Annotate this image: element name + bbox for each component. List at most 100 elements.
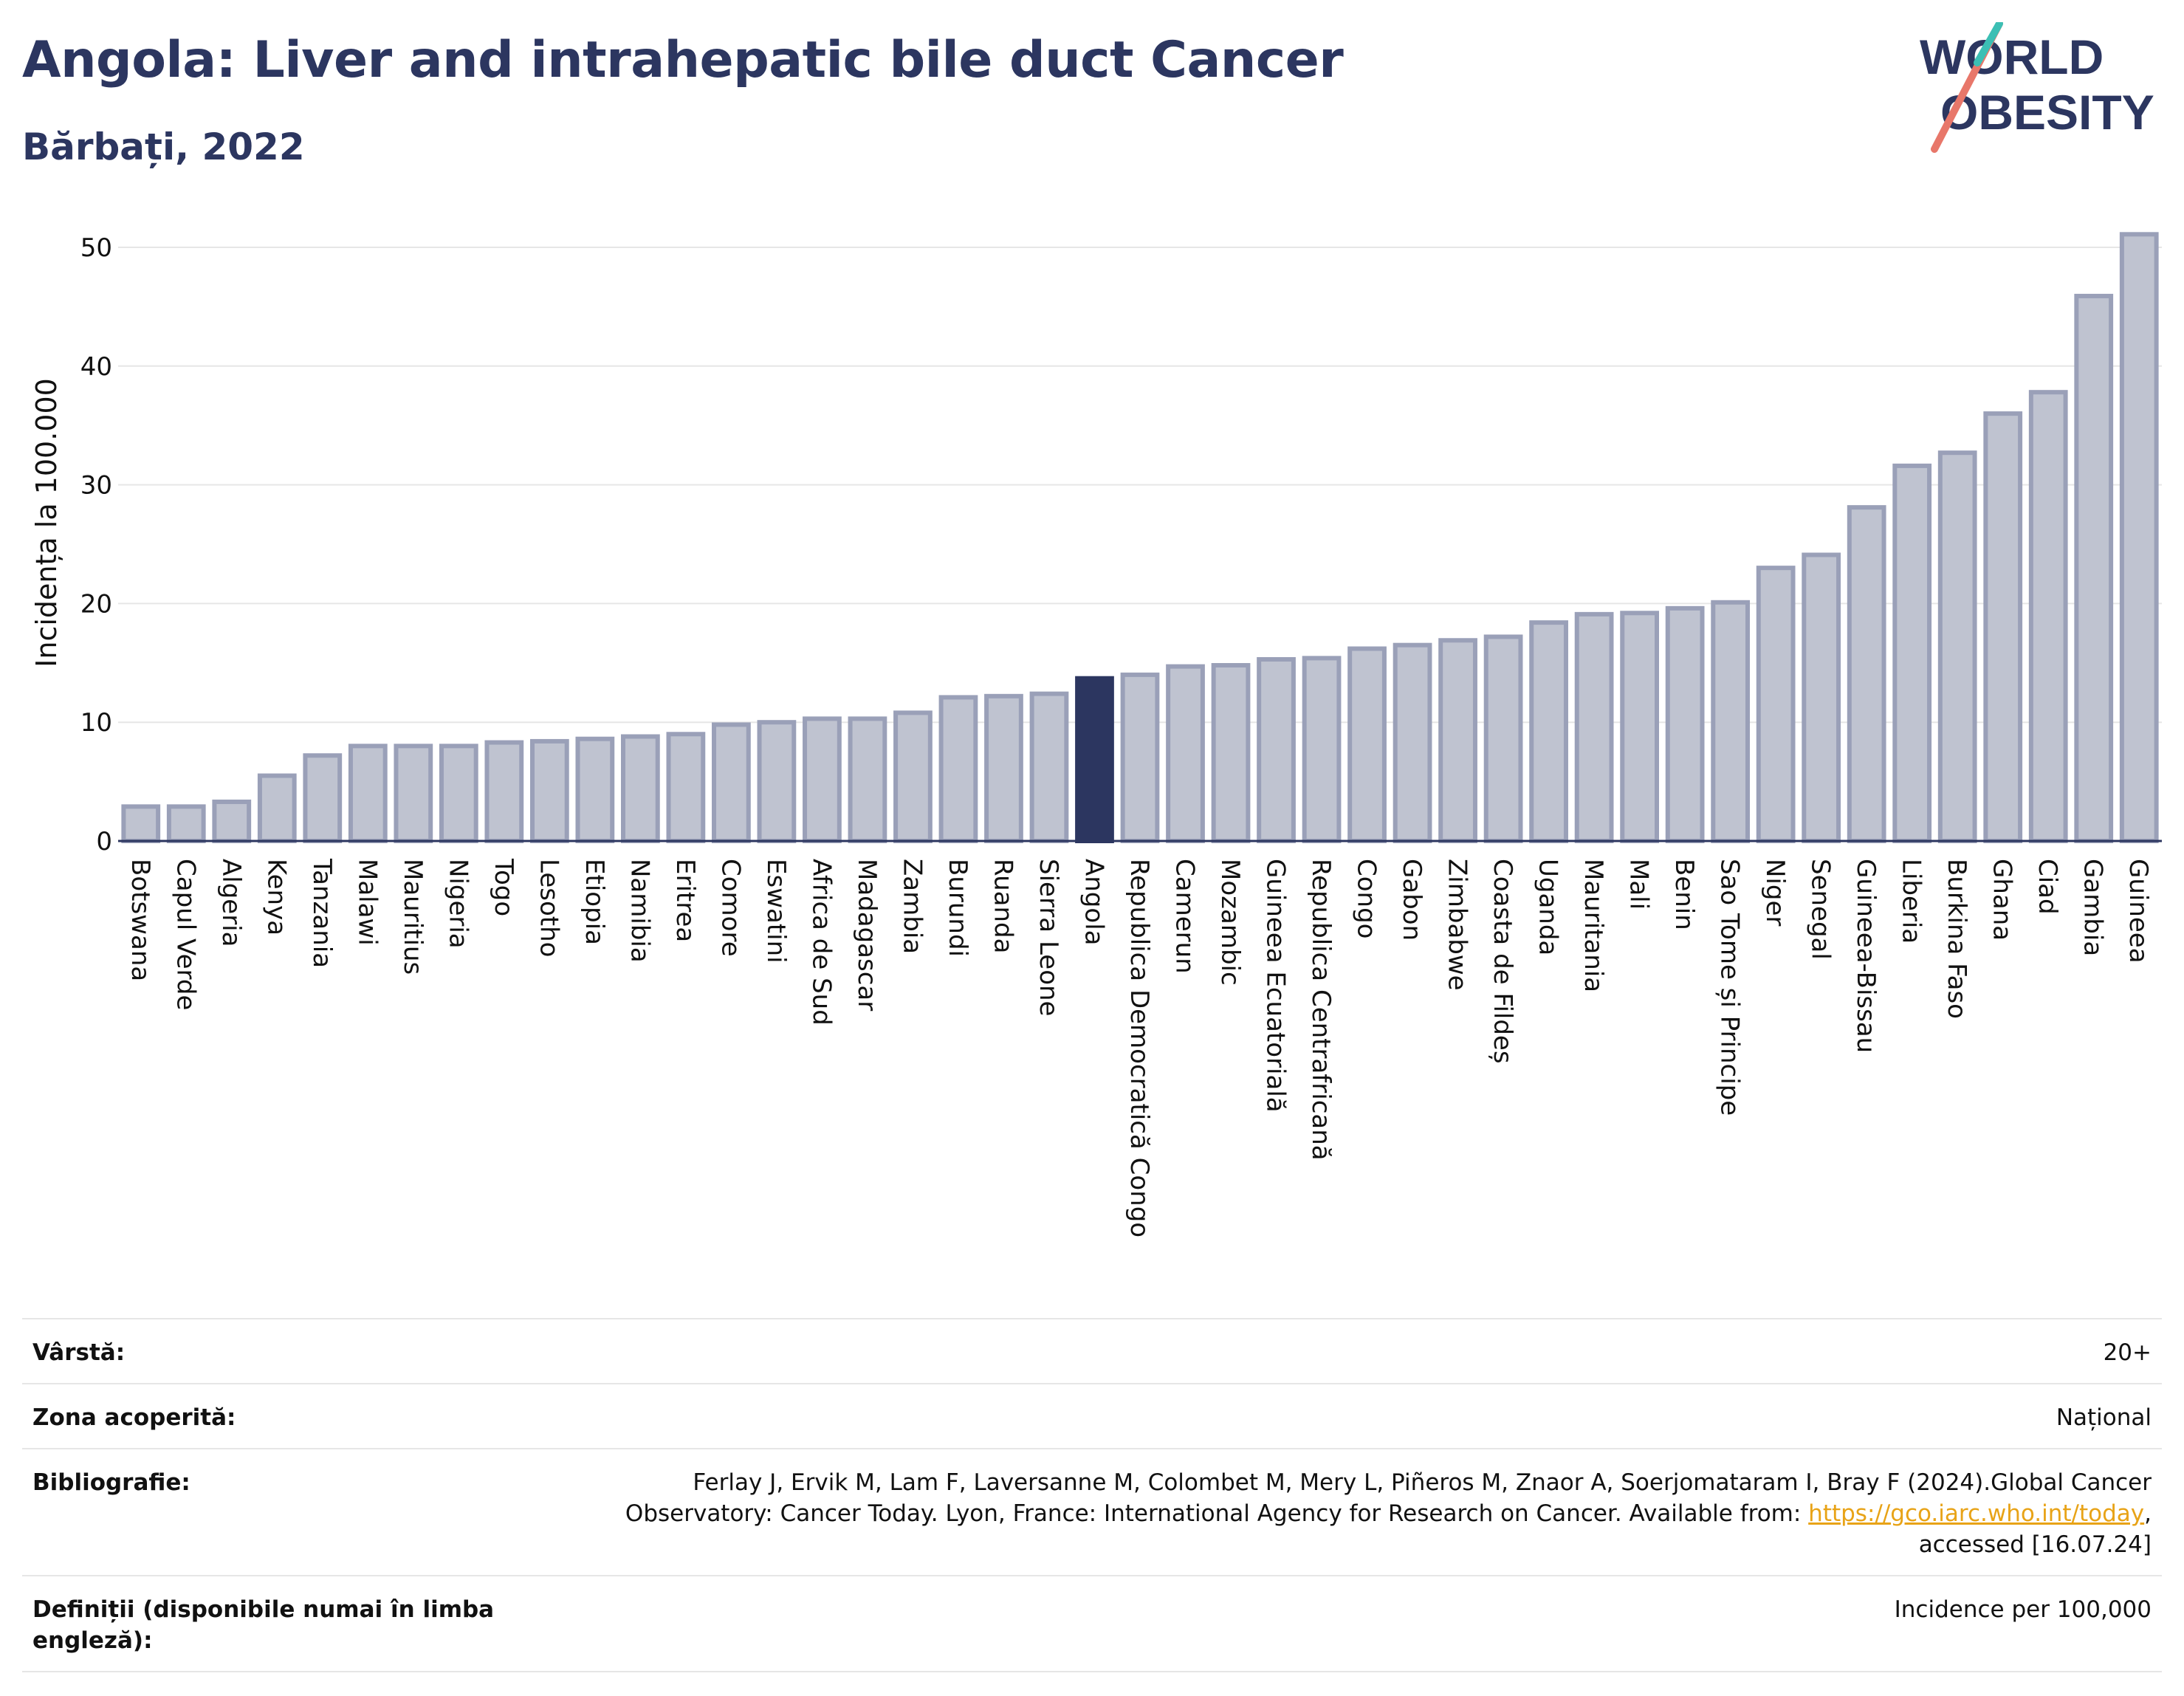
bar-uganda	[1529, 620, 1568, 843]
bar-comore	[712, 722, 751, 844]
x-tick-label: Botswana	[126, 859, 155, 981]
x-tick-label: Guineea	[2123, 859, 2153, 964]
x-tick-label: Congo	[1352, 859, 1381, 938]
bar-gambia	[2074, 293, 2114, 844]
bar-guineea	[2119, 232, 2159, 843]
y-tick-label: 30	[80, 471, 112, 501]
age-label: Vârstă:	[32, 1339, 126, 1366]
x-tick-label: Malawi	[352, 859, 382, 946]
x-tick-label: Zambia	[897, 859, 927, 954]
bar-ciad	[2028, 390, 2068, 843]
bibliography-text-3: ,	[2144, 1500, 2152, 1527]
bibliography-text-1: Ferlay J, Ervik M, Lam F, Laversanne M, …	[693, 1469, 2152, 1496]
area-label: Zona acoperită:	[32, 1404, 236, 1431]
bar-ghana	[1983, 411, 2023, 843]
bar-guineea-bissau	[1847, 505, 1886, 843]
x-tick-label: Namibia	[625, 859, 654, 963]
meta-row-bibliography: Bibliografie: Ferlay J, Ervik M, Lam F, …	[22, 1448, 2162, 1575]
bar-benin	[1665, 605, 1705, 843]
x-tick-label: Guineea-Bissau	[1851, 859, 1881, 1053]
age-value: 20+	[2103, 1339, 2152, 1366]
bar-chart: 0 10 20 30 40 50 Botswana Capul Verde Algeria Ke…	[30, 232, 2162, 1237]
x-tick-label: Sao Tome și Principe	[1715, 859, 1745, 1116]
meta-row-area: Zona acoperită: Național	[22, 1383, 2162, 1448]
x-tick-label: Benin	[1669, 859, 1699, 930]
bibliography-text-4: accessed [16.07.24]	[1918, 1531, 2152, 1558]
y-tick-label: 40	[80, 352, 112, 382]
x-tick-label: Madagascar	[852, 859, 882, 1011]
bar-ruanda	[984, 693, 1023, 843]
bar-coasta-de-filde-	[1483, 634, 1523, 843]
y-axis-ticks: 0 10 20 30 40 50	[80, 233, 112, 856]
x-tick-label: Ciad	[2033, 859, 2062, 915]
x-tick-label: Uganda	[1534, 859, 1563, 955]
x-tick-label: Lesotho	[534, 859, 563, 957]
x-tick-label: Ruanda	[988, 859, 1017, 953]
x-tick-label: Ghana	[1988, 859, 2017, 941]
bibliography-value: Ferlay J, Ervik M, Lam F, Laversanne M, …	[625, 1467, 2152, 1560]
bar-angola	[1075, 676, 1114, 843]
bar-liberia	[1892, 463, 1932, 843]
x-tick-label: Liberia	[1897, 859, 1926, 944]
x-tick-label: Gabon	[1397, 859, 1426, 941]
bar-togo	[484, 740, 524, 844]
x-tick-label: Republica Centrafricană	[1306, 859, 1336, 1161]
bar-gabon	[1393, 642, 1432, 843]
bars	[121, 232, 2159, 844]
bar-sierra-leone	[1029, 691, 1069, 843]
x-tick-label: Mauritius	[398, 859, 427, 975]
world-obesity-logo: WORLD OBESITY	[1920, 22, 2154, 153]
x-tick-label: Capul Verde	[171, 859, 200, 1010]
x-tick-label: Guineea Ecuatorială	[1261, 859, 1291, 1113]
page-subtitle: Bărbați, 2022	[22, 126, 305, 168]
bar-mauritania	[1574, 611, 1614, 843]
x-axis-labels: Botswana Capul Verde Algeria Kenya Tanzania M…	[126, 858, 2153, 1237]
x-tick-label: Burkina Faso	[1942, 859, 1971, 1019]
bar-lesotho	[529, 738, 569, 843]
page-title: Angola: Liver and intrahepatic bile duct…	[22, 31, 1344, 89]
bibliography-text-2: Observatory: Cancer Today. Lyon, France:…	[625, 1500, 1809, 1527]
bar-republica-democratic-congo	[1120, 672, 1160, 843]
definitions-value: Incidence per 100,000	[1894, 1596, 2152, 1623]
x-tick-label: Kenya	[261, 859, 291, 935]
y-axis-label: Incidența la 100.000	[30, 378, 63, 667]
x-tick-label: Togo	[489, 858, 518, 916]
x-tick-label: Burundi	[943, 859, 972, 957]
bar-camerun	[1166, 664, 1205, 844]
bar-zambia	[893, 710, 933, 843]
x-tick-label: Nigeria	[443, 859, 473, 949]
x-tick-label: Africa de Sud	[806, 859, 836, 1026]
bar-madagascar	[848, 716, 887, 843]
x-tick-label: Mali	[1624, 859, 1654, 910]
bar-burundi	[938, 695, 978, 843]
x-tick-label: Coasta de Fildeș	[1488, 859, 1517, 1064]
bibliography-link[interactable]: https://gco.iarc.who.int/today	[1808, 1500, 2145, 1527]
bar-republica-centrafrican-	[1302, 656, 1342, 843]
bar-mali	[1620, 611, 1659, 843]
x-tick-label: Senegal	[1806, 859, 1836, 960]
y-tick-label: 0	[96, 827, 112, 856]
bar-mozambic	[1211, 663, 1251, 843]
bar-eswatini	[757, 720, 797, 844]
definitions-label: Definiții (disponibile numai în limba en…	[32, 1596, 495, 1654]
bar-nigeria	[439, 744, 478, 843]
bar-sao-tome-i-principe	[1711, 600, 1751, 843]
bar-malawi	[348, 744, 388, 843]
bar-zimbabwe	[1438, 638, 1477, 843]
bar-africa-de-sud	[803, 716, 842, 843]
bar-congo	[1347, 646, 1387, 844]
bar-tanzania	[303, 753, 343, 843]
x-tick-label: Niger	[1760, 859, 1790, 926]
x-tick-label: Zimbabwe	[1443, 859, 1472, 991]
bar-kenya	[257, 773, 297, 844]
x-tick-label: Comore	[715, 859, 745, 957]
bar-eritrea	[666, 732, 706, 844]
x-tick-label: Algeria	[216, 859, 246, 947]
x-tick-label: Mauritania	[1579, 859, 1608, 992]
bar-senegal	[1802, 552, 1841, 843]
svg-text:OBESITY: OBESITY	[1940, 85, 2154, 140]
x-tick-label: Etiopia	[580, 859, 609, 945]
bar-burkina-faso	[1937, 450, 1977, 843]
bar-botswana	[121, 804, 161, 844]
bibliography-label: Bibliografie:	[32, 1469, 190, 1496]
